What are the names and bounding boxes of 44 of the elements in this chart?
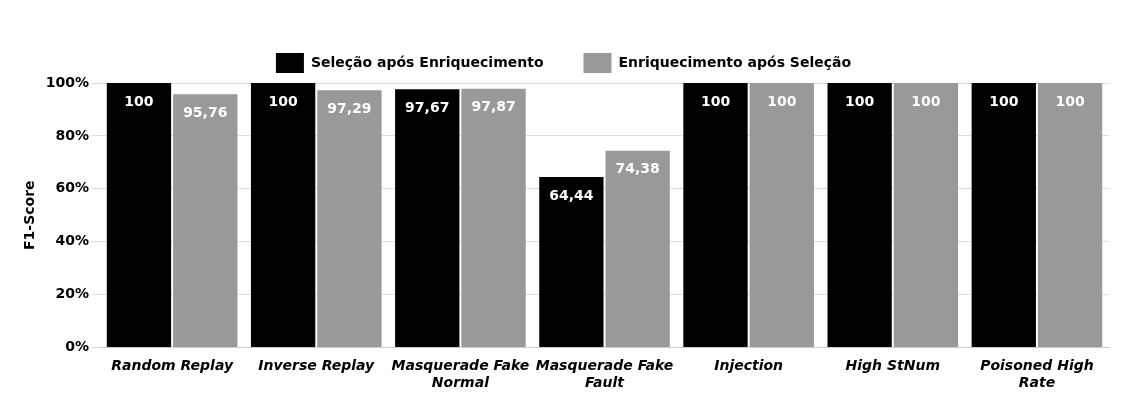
y-tick-label: 100% — [45, 73, 90, 90]
y-tick-label: 20% — [55, 285, 90, 302]
bar — [395, 89, 460, 347]
bar — [683, 83, 748, 347]
bar — [893, 83, 959, 347]
data-label: 97,67 — [405, 98, 450, 115]
bar — [106, 83, 172, 347]
data-label: 100 — [911, 92, 941, 109]
x-tick-label: Random Replay — [111, 357, 234, 374]
data-label: 95,76 — [183, 103, 228, 120]
bar — [250, 83, 316, 347]
bar — [971, 83, 1036, 347]
data-label: 97,87 — [471, 98, 516, 115]
data-label: 100 — [700, 92, 731, 109]
y-tick-label: 0% — [65, 338, 90, 355]
data-label: 64,44 — [549, 186, 594, 203]
x-tick-label: Masquerade Fake Fault — [535, 357, 674, 391]
legend-label: Seleção após Enriquecimento — [310, 53, 544, 70]
data-label: 100 — [1055, 92, 1085, 109]
data-label: 100 — [989, 92, 1019, 109]
x-tick-label: Inverse Replay — [258, 357, 376, 374]
legend-label: Enriquecimento após Seleção — [618, 53, 852, 70]
y-tick-label: 80% — [55, 126, 90, 143]
x-tick-label: High StNum — [845, 357, 941, 374]
x-tick-label: Poisoned High Rate — [980, 357, 1094, 391]
bar — [461, 88, 526, 347]
y-axis-title: F1-Score — [21, 180, 38, 250]
bar — [1037, 83, 1103, 347]
bar — [317, 90, 382, 347]
bar — [539, 177, 604, 347]
bar — [827, 83, 892, 347]
x-tick-label: Injection — [714, 357, 784, 374]
bar — [173, 94, 238, 347]
bar — [749, 83, 814, 347]
x-tick-label: Masquerade Fake Normal — [391, 357, 530, 391]
data-label: 100 — [845, 92, 875, 109]
data-label: 97,29 — [327, 99, 372, 116]
bar — [605, 150, 670, 347]
data-label: 100 — [124, 92, 154, 109]
y-tick-label: 40% — [55, 232, 90, 249]
data-label: 100 — [268, 92, 298, 109]
data-label: 74,38 — [615, 160, 660, 177]
y-tick-label: 60% — [55, 179, 90, 196]
data-label: 100 — [767, 92, 797, 109]
